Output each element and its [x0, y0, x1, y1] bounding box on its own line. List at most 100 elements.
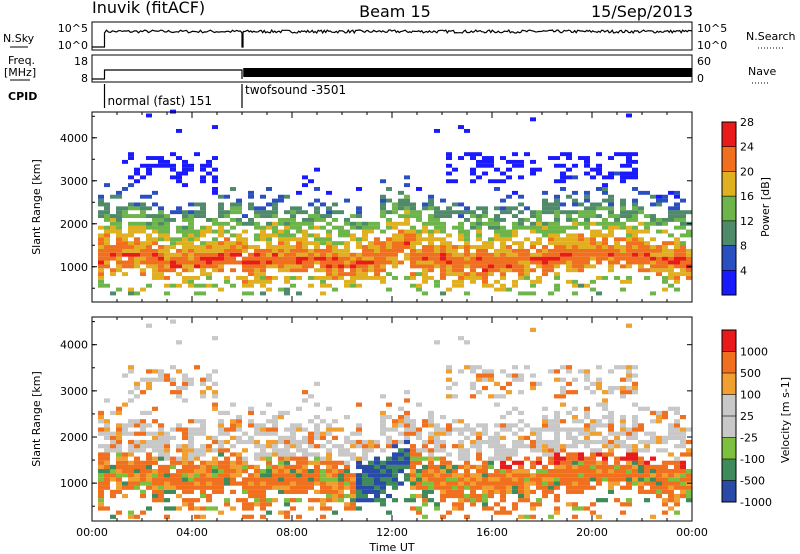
velocity-cell [374, 464, 380, 470]
velocity-cell [476, 452, 482, 457]
velocity-cell [650, 439, 656, 445]
velocity-cell [350, 444, 356, 449]
velocity-cell [302, 452, 308, 457]
velocity-cell [254, 464, 260, 470]
velocity-cell [614, 464, 620, 470]
power-cell [356, 187, 362, 191]
power-cell [500, 287, 506, 292]
velocity-cell [236, 415, 242, 420]
velocity-cell [632, 381, 638, 386]
power-cell [386, 187, 392, 191]
velocity-cell [176, 473, 182, 478]
velocity-cell [686, 493, 692, 499]
velocity-cell [632, 365, 638, 370]
power-cell [314, 245, 320, 249]
power-cell [98, 252, 104, 257]
velocity-cell [182, 377, 188, 382]
power-cell [224, 221, 230, 226]
power-cell [284, 268, 290, 273]
power-cell [242, 248, 248, 253]
power-cell [434, 279, 440, 284]
power-cell [248, 194, 254, 199]
power-cell [350, 275, 356, 280]
velocity-cell [554, 456, 560, 461]
velocity-cell [572, 456, 578, 461]
velocity-cell [350, 439, 356, 445]
velocity-cell [572, 473, 578, 478]
power-cell [626, 163, 632, 168]
power-cell [266, 245, 272, 249]
power-cell [542, 252, 548, 257]
power-cell [254, 225, 260, 230]
velocity-cell [164, 489, 170, 494]
power-cell [266, 221, 272, 226]
power-cell [482, 156, 488, 160]
power-cell [242, 237, 248, 242]
velocity-cell [548, 473, 554, 478]
velocity-cell [122, 456, 128, 461]
power-cell [104, 248, 110, 253]
power-cell [578, 245, 584, 249]
velocity-cell [440, 477, 446, 482]
power-cell [428, 233, 434, 238]
velocity-cell [626, 390, 632, 395]
power-cell [482, 272, 488, 277]
power-cell [194, 229, 200, 234]
power-cell [686, 272, 692, 277]
velocity-cell [554, 477, 560, 482]
power-cell [254, 210, 260, 215]
velocity-cell [404, 439, 410, 445]
power-cell [434, 225, 440, 230]
power-cell [440, 256, 446, 261]
power-cell [614, 260, 620, 265]
velocity-cell [380, 419, 386, 424]
power-cell [134, 241, 140, 246]
power-cell [572, 225, 578, 230]
velocity-cell [638, 456, 644, 461]
power-cell [500, 264, 506, 269]
velocity-cell [116, 452, 122, 457]
velocity-cell [308, 485, 314, 490]
velocity-cell [602, 469, 608, 474]
velocity-cell [266, 439, 272, 445]
velocity-cell [248, 423, 254, 428]
velocity-cell [104, 452, 110, 457]
power-cell [146, 248, 152, 253]
velocity-cell [632, 385, 638, 391]
power-cell [428, 252, 434, 257]
velocity-cell [302, 456, 308, 461]
velocity-cell [536, 460, 542, 465]
velocity-cell [482, 477, 488, 482]
power-cell [164, 159, 170, 164]
power-cell [584, 221, 590, 226]
velocity-cell [200, 452, 206, 457]
power-cell [140, 163, 146, 168]
power-cell [404, 206, 410, 211]
power-cell [536, 264, 542, 269]
velocity-cell [494, 448, 500, 453]
velocity-cell [524, 456, 530, 461]
velocity-cell [650, 410, 656, 416]
velocity-cell [416, 477, 422, 482]
power-cell [344, 217, 350, 222]
velocity-cell [338, 460, 344, 465]
power-cell [104, 233, 110, 238]
power-cell [356, 221, 362, 226]
velocity-cell [212, 473, 218, 478]
velocity-cell [392, 460, 398, 465]
velocity-cell [104, 448, 110, 453]
velocity-cell [266, 456, 272, 461]
velocity-cell [566, 381, 572, 386]
velocity-cell [566, 489, 572, 494]
power-cell [194, 248, 200, 253]
power-cell [218, 256, 224, 261]
power-cell [506, 233, 512, 238]
power-cell [206, 275, 212, 280]
velocity-cell [182, 473, 188, 478]
power-cell [572, 198, 578, 203]
velocity-cell [98, 498, 104, 503]
power-cell [518, 268, 524, 273]
velocity-cell [548, 427, 554, 432]
power-cell [584, 210, 590, 215]
velocity-cell [230, 489, 236, 494]
